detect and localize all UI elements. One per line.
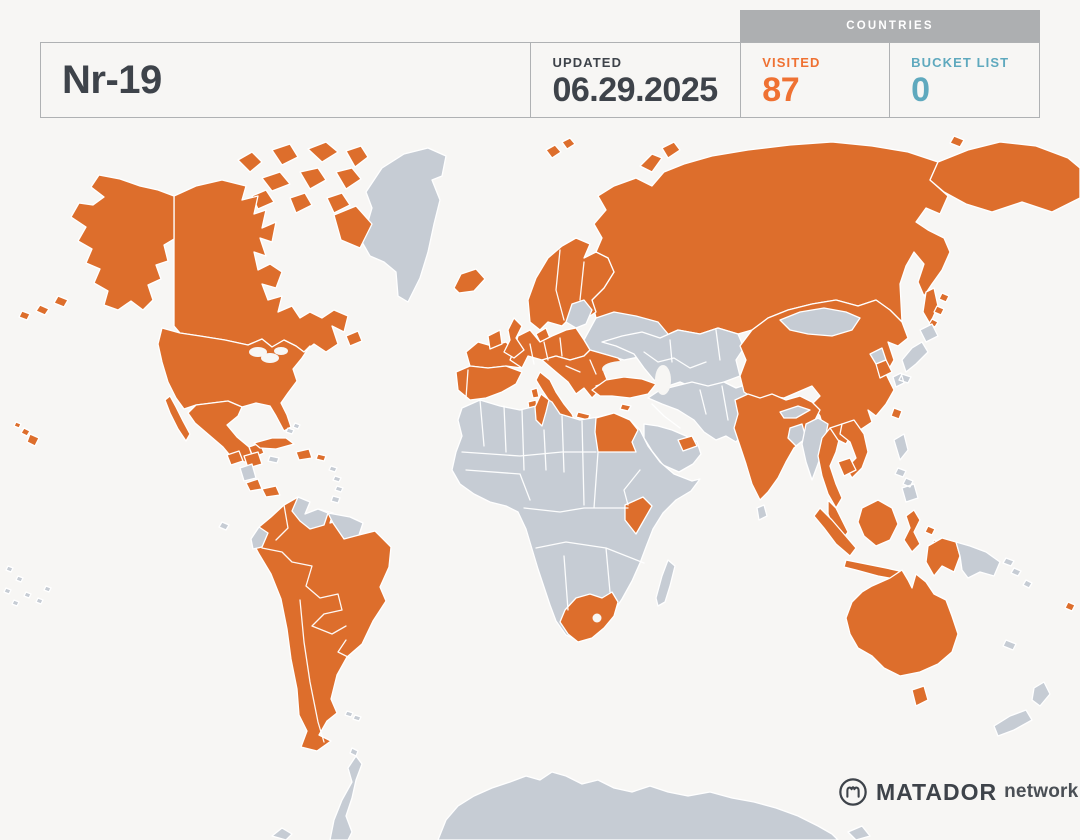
- country-nicaragua[interactable]: [239, 463, 257, 482]
- country-mongolia[interactable]: [779, 307, 861, 337]
- visited-label: VISITED: [762, 55, 821, 70]
- country-wrangel-island[interactable]: [949, 135, 965, 148]
- country-ecuador[interactable]: [250, 526, 269, 550]
- country-sulawesi[interactable]: [903, 509, 921, 553]
- country-new-zealand[interactable]: [993, 681, 1051, 737]
- country-greenland[interactable]: [361, 147, 447, 303]
- title-cell: Nr-19: [41, 43, 530, 117]
- visited-cell: VISITED 87: [740, 43, 889, 117]
- country-costa-rica[interactable]: [245, 478, 263, 492]
- country-border-lines: [261, 249, 729, 743]
- black-sea: [602, 361, 642, 377]
- country-falkland-islands[interactable]: [344, 710, 362, 722]
- country-galapagos[interactable]: [218, 521, 230, 531]
- country-turkey[interactable]: [591, 376, 657, 399]
- country-sakhalin[interactable]: [922, 287, 939, 325]
- country-ireland[interactable]: [487, 329, 503, 350]
- country-vietnam[interactable]: [839, 419, 869, 479]
- country-lesser-antilles[interactable]: [328, 465, 344, 493]
- country-polynesia[interactable]: [3, 565, 52, 607]
- great-lakes-west: [249, 347, 267, 357]
- brand-logo: MATADOR network: [838, 776, 1078, 808]
- country-bahamas[interactable]: [285, 422, 301, 435]
- country-chukotka[interactable]: [929, 141, 1080, 213]
- map-title: Nr-19: [62, 57, 162, 102]
- bucket-list-count: 0: [911, 71, 930, 109]
- country-guyanas[interactable]: [327, 512, 364, 540]
- country-west-papua[interactable]: [925, 537, 961, 577]
- lakes-and-seas: [249, 347, 671, 623]
- country-australia[interactable]: [845, 569, 959, 677]
- country-bangladesh[interactable]: [787, 423, 807, 447]
- country-kenya[interactable]: [624, 496, 653, 535]
- country-egypt[interactable]: [594, 412, 639, 453]
- country-tunisia[interactable]: [534, 393, 550, 427]
- country-tasmania[interactable]: [911, 685, 929, 707]
- country-uae[interactable]: [677, 435, 698, 452]
- country-svalbard[interactable]: [545, 137, 576, 159]
- brand-name: MATADOR: [876, 778, 998, 805]
- country-hawaii[interactable]: [13, 421, 40, 447]
- country-kuril-islands[interactable]: [928, 292, 950, 328]
- country-fiji[interactable]: [1064, 601, 1076, 612]
- updated-label: UPDATED: [552, 55, 623, 70]
- country-philippines[interactable]: [893, 433, 919, 503]
- country-novaya-zemlya[interactable]: [639, 141, 681, 173]
- bucket-list-label: BUCKET LIST: [911, 55, 1010, 70]
- country-honduras[interactable]: [243, 451, 263, 469]
- country-south-america-core[interactable]: [250, 496, 392, 752]
- country-papua-new-guinea[interactable]: [955, 541, 1001, 579]
- country-new-britain[interactable]: [1002, 557, 1022, 577]
- country-south-korea[interactable]: [875, 359, 893, 379]
- country-sri-lanka[interactable]: [756, 504, 768, 521]
- brand-suffix: network: [1004, 781, 1079, 802]
- great-lakes-east: [274, 347, 288, 355]
- country-solomon-islands[interactable]: [1022, 579, 1033, 589]
- country-canadian-arctic-islands[interactable]: [237, 141, 373, 249]
- bucket-list-cell: BUCKET LIST 0: [889, 43, 1039, 117]
- country-cambodia[interactable]: [837, 457, 857, 477]
- country-nepal[interactable]: [779, 405, 811, 419]
- country-trinidad[interactable]: [330, 495, 341, 504]
- country-mexico[interactable]: [164, 395, 265, 463]
- country-iceland[interactable]: [453, 268, 486, 294]
- caspian-sea: [655, 365, 671, 395]
- country-puerto-rico[interactable]: [315, 453, 327, 462]
- country-myanmar[interactable]: [801, 417, 829, 481]
- country-new-caledonia[interactable]: [1002, 639, 1017, 651]
- country-africa[interactable]: [451, 395, 701, 642]
- country-aleutian-islands[interactable]: [18, 295, 69, 321]
- country-cyprus[interactable]: [619, 403, 632, 412]
- visited-count: 87: [762, 71, 800, 109]
- country-sumatra[interactable]: [813, 507, 857, 557]
- country-hispaniola[interactable]: [295, 448, 313, 461]
- country-madagascar[interactable]: [655, 559, 676, 607]
- countries-tab[interactable]: COUNTRIES: [740, 10, 1040, 42]
- country-alaska[interactable]: [70, 174, 175, 311]
- matador-m-icon: [839, 778, 867, 806]
- updated-cell: UPDATED 06.29.2025: [530, 43, 740, 117]
- country-newfoundland[interactable]: [345, 330, 363, 347]
- lesotho-hole: [592, 613, 602, 623]
- country-south-africa[interactable]: [559, 591, 619, 643]
- country-united-kingdom[interactable]: [503, 317, 525, 359]
- country-cuba[interactable]: [253, 437, 295, 450]
- country-guatemala[interactable]: [226, 450, 244, 466]
- country-jamaica[interactable]: [267, 455, 280, 464]
- country-borneo[interactable]: [857, 499, 899, 547]
- country-taiwan[interactable]: [890, 407, 903, 420]
- country-panama[interactable]: [261, 485, 281, 498]
- great-lakes-mid: [261, 353, 279, 363]
- country-antarctica[interactable]: [271, 747, 871, 840]
- header-box: Nr-19 UPDATED 06.29.2025 VISITED 87 BUCK…: [40, 42, 1040, 118]
- country-japan[interactable]: [892, 323, 939, 388]
- country-venezuela[interactable]: [291, 496, 329, 530]
- updated-date: 06.29.2025: [552, 71, 718, 109]
